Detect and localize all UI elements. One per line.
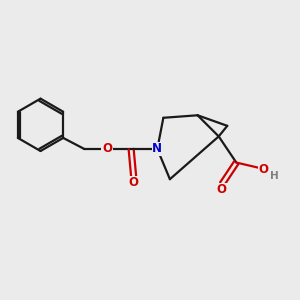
Text: O: O	[259, 163, 269, 176]
Text: N: N	[152, 142, 162, 155]
Text: O: O	[102, 142, 112, 155]
Text: H: H	[270, 171, 279, 181]
Text: O: O	[129, 176, 139, 189]
Text: O: O	[216, 183, 226, 196]
